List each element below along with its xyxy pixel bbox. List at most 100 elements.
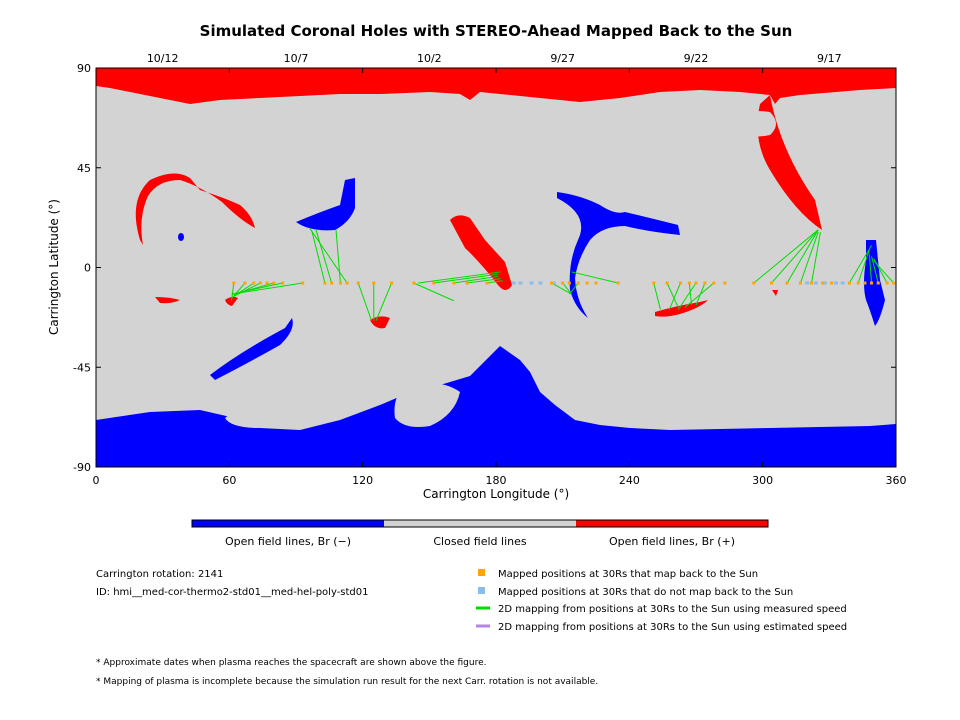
east-hole-negative — [864, 240, 885, 326]
mapped-point — [830, 281, 834, 285]
mapped-point — [258, 281, 262, 285]
unmapped-point — [805, 281, 810, 285]
mapped-point — [863, 281, 867, 285]
sw-open-arc-negative — [210, 318, 293, 380]
colorbar: Open field lines, Br (−) Closed field li… — [191, 519, 769, 548]
central-north-hole-negative — [296, 178, 355, 231]
date-tick-label: 10/7 — [284, 52, 309, 65]
colorbar-closed-segment — [384, 520, 576, 527]
mapping-lines-layer — [231, 227, 895, 321]
mapped-point — [798, 281, 802, 285]
ne-closed-island — [728, 111, 776, 137]
closed-island-south-2 — [394, 382, 460, 427]
y-tick-label: -45 — [73, 361, 91, 374]
unmapped-point — [538, 281, 543, 285]
mapping-line — [233, 282, 261, 297]
mapped-point — [678, 281, 682, 285]
unmapped-point — [840, 281, 845, 285]
mapped-point — [585, 281, 589, 285]
colorbar-frame — [191, 519, 769, 528]
x-tick-label: 300 — [752, 474, 773, 487]
mapped-point — [465, 281, 469, 285]
x-tick-label: 360 — [886, 474, 907, 487]
mapped-point — [372, 281, 376, 285]
footnote-dates: * Approximate dates when plasma reaches … — [96, 658, 487, 668]
mapping-line — [487, 280, 503, 284]
mapping-line — [753, 229, 819, 284]
x-tick-label: 120 — [352, 474, 373, 487]
date-tick-label: 9/22 — [684, 52, 709, 65]
mapped-point — [770, 281, 774, 285]
mapping-line — [308, 227, 348, 284]
mapped-point — [594, 281, 598, 285]
mapped-point — [810, 281, 814, 285]
mapped-point — [723, 281, 727, 285]
mapped-point — [752, 281, 756, 285]
unmapped-point — [834, 281, 838, 285]
mapping-line — [433, 273, 499, 284]
legend: Mapped positions at 30Rs that map back t… — [476, 569, 847, 633]
unmapped-point — [529, 281, 534, 285]
mapped-point — [694, 281, 698, 285]
unmapped-point — [814, 281, 818, 285]
mapped-point — [576, 281, 580, 285]
colorbar-label-positive: Open field lines, Br (+) — [609, 535, 735, 548]
mapped-point — [712, 281, 716, 285]
south-patch-positive — [370, 316, 390, 329]
mapping-line — [453, 275, 499, 284]
carrington-rotation: Carrington rotation: 2141 — [96, 569, 223, 580]
mapping-line — [467, 278, 501, 284]
mapping-line — [684, 282, 715, 308]
mapped-point — [252, 281, 256, 285]
mapping-line — [418, 271, 501, 284]
legend-swatch-mapped — [478, 569, 485, 576]
mapping-line — [811, 231, 821, 284]
unmapped-point — [822, 281, 827, 285]
x-tick-label: 0 — [93, 474, 100, 487]
legend-swatch-unmapped — [478, 587, 485, 594]
legend-label-estimated: 2D mapping from positions at 30Rs to the… — [498, 622, 847, 633]
mapped-point — [330, 281, 334, 285]
mapped-point — [390, 281, 394, 285]
date-tick-label: 10/12 — [147, 52, 179, 65]
date-tick-label: 9/27 — [550, 52, 575, 65]
mapped-point — [847, 281, 851, 285]
mapped-point — [412, 281, 416, 285]
date-tick-label: 10/2 — [417, 52, 442, 65]
mapping-line — [311, 229, 326, 284]
mapping-line — [315, 229, 333, 284]
legend-label-measured: 2D mapping from positions at 30Rs to the… — [498, 604, 847, 615]
run-id: ID: hmi__med-cor-thermo2-std01__med-hel-… — [96, 587, 369, 598]
unmapped-point — [551, 281, 556, 285]
mapped-point — [561, 281, 565, 285]
mapped-point — [870, 281, 874, 285]
mapped-point — [432, 281, 436, 285]
x-tick-label: 60 — [222, 474, 236, 487]
mapped-points-layer — [232, 281, 896, 285]
footnote-incomplete: * Mapping of plasma is incomplete becaus… — [96, 677, 598, 687]
mapping-line — [771, 229, 819, 284]
y-tick-label: -90 — [73, 461, 91, 474]
mapping-line — [551, 282, 572, 295]
mapped-point — [550, 281, 554, 285]
mapping-line — [668, 282, 681, 310]
mapping-line — [568, 282, 579, 295]
map-panel — [95, 67, 897, 468]
legend-label-mapped: Mapped positions at 30Rs that map back t… — [498, 569, 758, 580]
colorbar-label-negative: Open field lines, Br (−) — [225, 535, 351, 548]
mapping-line — [357, 282, 373, 321]
mapping-line — [231, 282, 303, 295]
colorbar-positive-segment — [576, 520, 768, 527]
mapped-point — [616, 281, 620, 285]
mapping-line — [799, 231, 819, 284]
y-tick-label: 90 — [77, 62, 91, 75]
mapped-point — [243, 281, 247, 285]
mapping-line — [571, 271, 619, 284]
mapped-point — [856, 281, 860, 285]
s-curve-hole-negative — [557, 192, 680, 318]
mapped-point — [821, 281, 825, 285]
mapped-point — [265, 281, 269, 285]
mapped-point — [345, 281, 349, 285]
east-patch-positive — [772, 290, 778, 296]
